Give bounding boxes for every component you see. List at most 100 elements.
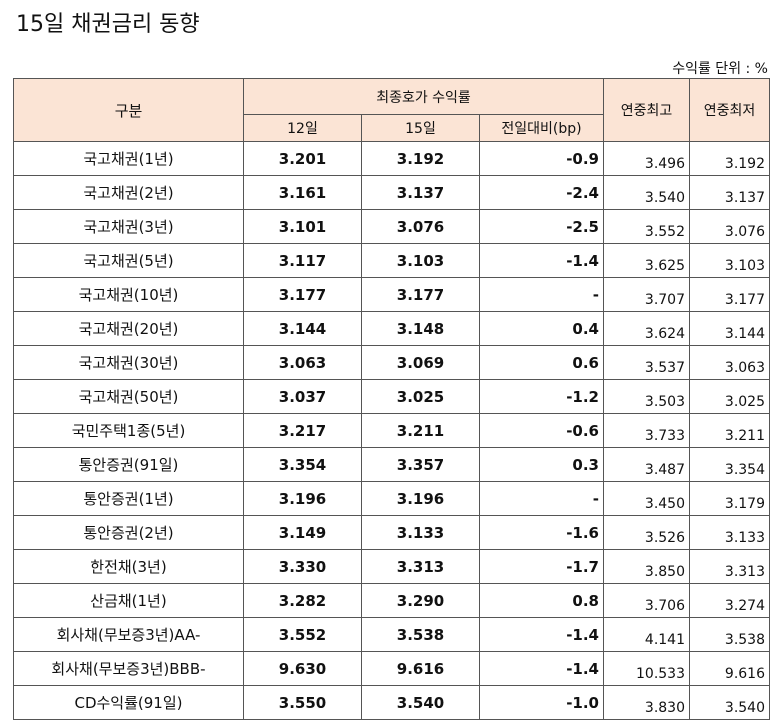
cell-year-low: 9.616 (689, 651, 770, 686)
cell-year-low: 3.538 (689, 617, 770, 652)
cell-change-bp: 0.3 (479, 447, 604, 482)
cell-change-bp: 0.6 (479, 345, 604, 380)
cell-yield-12: 3.550 (243, 685, 362, 720)
cell-year-low: 3.103 (689, 243, 770, 278)
cell-yield-12: 3.144 (243, 311, 362, 346)
cell-change-bp: -1.0 (479, 685, 604, 720)
table-row: 산금채(1년) 3.282 3.290 0.8 3.706 3.274 (13, 583, 770, 618)
cell-yield-15: 3.069 (361, 345, 480, 380)
cell-year-high: 3.733 (603, 413, 690, 448)
table-row: 국고채권(2년) 3.161 3.137 -2.4 3.540 3.137 (13, 175, 770, 210)
cell-year-low: 3.063 (689, 345, 770, 380)
cell-bond-name: 통안증권(2년) (13, 515, 244, 550)
cell-bond-name: 국고채권(2년) (13, 175, 244, 210)
cell-bond-name: 국고채권(10년) (13, 277, 244, 312)
cell-change-bp: -1.6 (479, 515, 604, 550)
cell-bond-name: 한전채(3년) (13, 549, 244, 584)
table-body: 국고채권(1년) 3.201 3.192 -0.9 3.496 3.192 국고채권(2년)… (13, 141, 770, 720)
table-row: 회사채(무보증3년)AA- 3.552 3.538 -1.4 4.141 3.538 (13, 617, 770, 652)
cell-bond-name: 회사채(무보증3년)BBB- (13, 651, 244, 686)
cell-yield-12: 3.063 (243, 345, 362, 380)
cell-yield-15: 3.211 (361, 413, 480, 448)
cell-yield-15: 9.616 (361, 651, 480, 686)
cell-year-low: 3.137 (689, 175, 770, 210)
cell-yield-15: 3.290 (361, 583, 480, 618)
cell-year-low: 3.274 (689, 583, 770, 618)
header-change: 전일대비(bp) (479, 114, 604, 142)
table-row: 통안증권(2년) 3.149 3.133 -1.6 3.526 3.133 (13, 515, 770, 550)
table-row: 통안증권(1년) 3.196 3.196-3.450 3.179 (13, 481, 770, 516)
header-day12: 12일 (243, 114, 362, 142)
cell-change-bp: -2.4 (479, 175, 604, 210)
cell-year-high: 3.450 (603, 481, 690, 516)
cell-bond-name: 국고채권(5년) (13, 243, 244, 278)
cell-yield-12: 3.149 (243, 515, 362, 550)
cell-bond-name: 통안증권(1년) (13, 481, 244, 516)
cell-year-high: 3.830 (603, 685, 690, 720)
cell-year-high: 3.707 (603, 277, 690, 312)
cell-year-low: 3.133 (689, 515, 770, 550)
cell-year-low: 3.192 (689, 141, 770, 176)
cell-year-low: 3.313 (689, 549, 770, 584)
cell-year-low: 3.076 (689, 209, 770, 244)
cell-yield-15: 3.357 (361, 447, 480, 482)
cell-bond-name: 국고채권(30년) (13, 345, 244, 380)
cell-change-bp: -0.9 (479, 141, 604, 176)
cell-bond-name: 국고채권(50년) (13, 379, 244, 414)
cell-change-bp: -1.4 (479, 651, 604, 686)
cell-bond-name: 국고채권(20년) (13, 311, 244, 346)
cell-yield-12: 3.196 (243, 481, 362, 516)
cell-year-high: 3.706 (603, 583, 690, 618)
table-row: 한전채(3년) 3.330 3.313 -1.7 3.850 3.313 (13, 549, 770, 584)
table-row: 회사채(무보증3년)BBB- 9.630 9.616 -1.4 10.533 9.616 (13, 651, 770, 686)
cell-change-bp: -0.6 (479, 413, 604, 448)
cell-yield-12: 3.177 (243, 277, 362, 312)
cell-bond-name: 회사채(무보증3년)AA- (13, 617, 244, 652)
cell-yield-12: 3.282 (243, 583, 362, 618)
bond-yield-table: 구분 최종호가 수익률 연중최고 연중최저 12일 15일 전일대비(bp) 국… (13, 78, 770, 720)
cell-change-bp: 0.8 (479, 583, 604, 618)
cell-bond-name: 통안증권(91일) (13, 447, 244, 482)
cell-yield-15: 3.103 (361, 243, 480, 278)
header-year-low: 연중최저 (689, 78, 770, 142)
table-row: 국고채권(30년) 3.063 3.069 0.6 3.537 3.063 (13, 345, 770, 380)
cell-year-low: 3.144 (689, 311, 770, 346)
cell-yield-15: 3.192 (361, 141, 480, 176)
header-year-high: 연중최고 (603, 78, 690, 142)
cell-change-bp: - (479, 481, 604, 516)
cell-yield-15: 3.137 (361, 175, 480, 210)
cell-change-bp: -2.5 (479, 209, 604, 244)
cell-yield-15: 3.196 (361, 481, 480, 516)
table-row: 통안증권(91일) 3.354 3.357 0.3 3.487 3.354 (13, 447, 770, 482)
table-row: 국고채권(10년) 3.177 3.177-3.707 3.177 (13, 277, 770, 312)
cell-bond-name: CD수익률(91일) (13, 685, 244, 720)
cell-yield-12: 3.201 (243, 141, 362, 176)
cell-yield-15: 3.076 (361, 209, 480, 244)
cell-year-high: 10.533 (603, 651, 690, 686)
cell-yield-15: 3.025 (361, 379, 480, 414)
header-day15: 15일 (361, 114, 480, 142)
cell-yield-12: 9.630 (243, 651, 362, 686)
table-row: 국고채권(1년) 3.201 3.192 -0.9 3.496 3.192 (13, 141, 770, 176)
cell-yield-12: 3.101 (243, 209, 362, 244)
cell-yield-12: 3.161 (243, 175, 362, 210)
cell-yield-15: 3.177 (361, 277, 480, 312)
cell-year-high: 3.850 (603, 549, 690, 584)
cell-year-high: 3.496 (603, 141, 690, 176)
table-row: 국고채권(50년) 3.037 3.025 -1.2 3.503 3.025 (13, 379, 770, 414)
cell-year-low: 3.354 (689, 447, 770, 482)
cell-yield-12: 3.217 (243, 413, 362, 448)
cell-change-bp: -1.4 (479, 617, 604, 652)
cell-year-high: 3.526 (603, 515, 690, 550)
cell-year-high: 3.503 (603, 379, 690, 414)
cell-yield-12: 3.552 (243, 617, 362, 652)
cell-change-bp: -1.4 (479, 243, 604, 278)
cell-year-high: 3.625 (603, 243, 690, 278)
page-title: 15일 채권금리 동향 (16, 12, 200, 37)
cell-yield-15: 3.538 (361, 617, 480, 652)
cell-bond-name: 국민주택1종(5년) (13, 413, 244, 448)
unit-note: 수익률 단위 : % (672, 61, 768, 77)
cell-year-low: 3.211 (689, 413, 770, 448)
cell-change-bp: - (479, 277, 604, 312)
cell-year-low: 3.025 (689, 379, 770, 414)
